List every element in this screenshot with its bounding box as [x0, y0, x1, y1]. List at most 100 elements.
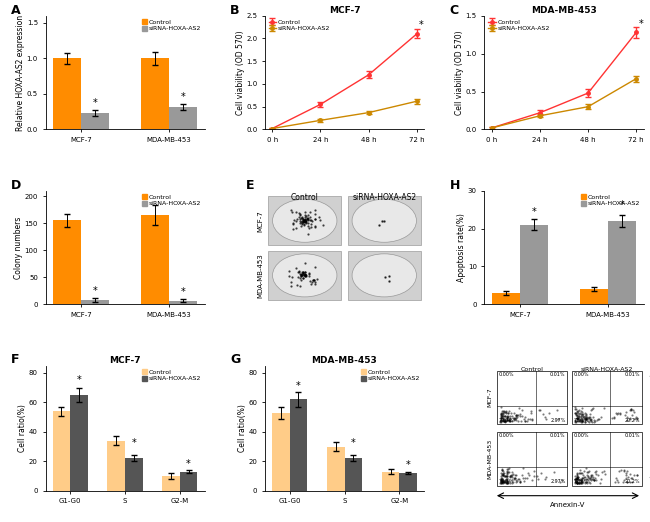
Point [526, 407, 536, 415]
Point [495, 479, 506, 487]
Bar [272, 412, 290, 491]
Text: siRNA-HOXA-AS2: siRNA-HOXA-AS2 [352, 193, 416, 202]
Point [576, 479, 586, 487]
Point [527, 415, 538, 423]
Point [522, 474, 532, 482]
Point [571, 418, 582, 426]
Point [575, 416, 585, 424]
Point [577, 417, 588, 425]
Point [572, 469, 582, 477]
Point [513, 475, 523, 483]
Point [504, 479, 515, 487]
Point [584, 474, 594, 482]
Point [575, 476, 586, 484]
Point [518, 473, 528, 482]
Point [573, 413, 583, 422]
Point [497, 409, 508, 417]
Point [573, 415, 584, 423]
Point [627, 406, 638, 414]
Ellipse shape [272, 199, 337, 242]
Point [552, 406, 562, 414]
Point [502, 471, 512, 480]
Point [529, 467, 539, 475]
Point [504, 417, 515, 425]
Point [502, 416, 512, 424]
Point [497, 409, 507, 418]
Text: *: * [93, 286, 98, 296]
Point [511, 414, 521, 423]
Bar [180, 471, 198, 491]
Point [500, 472, 511, 480]
Point [497, 416, 507, 424]
Bar [81, 300, 109, 304]
Point [495, 418, 506, 426]
Point [577, 474, 587, 482]
Point [612, 409, 623, 417]
Point [572, 411, 582, 419]
Bar [53, 58, 81, 129]
Point [583, 476, 593, 484]
Point [505, 472, 515, 480]
Point [577, 469, 587, 477]
Point [625, 414, 635, 423]
Point [502, 476, 512, 484]
Point [575, 478, 586, 486]
Text: *: * [406, 460, 410, 470]
Point [591, 470, 601, 478]
Point [502, 478, 513, 487]
Point [583, 471, 593, 480]
Point [574, 469, 584, 478]
Point [622, 478, 632, 486]
Point [509, 413, 519, 422]
Point [515, 478, 525, 486]
Point [515, 411, 525, 420]
FancyBboxPatch shape [572, 371, 642, 424]
Point [523, 469, 534, 477]
Point [508, 470, 518, 478]
Point [497, 407, 508, 416]
Point [495, 476, 506, 484]
Point [574, 411, 584, 420]
Text: 0.00%: 0.00% [573, 372, 589, 377]
Point [621, 408, 631, 417]
Text: Control: Control [291, 193, 318, 202]
Point [580, 409, 591, 417]
Point [572, 470, 582, 478]
Point [612, 410, 622, 418]
Bar [491, 293, 520, 304]
Point [502, 413, 513, 421]
Point [588, 472, 599, 481]
Text: 71.1%: 71.1% [573, 418, 589, 423]
Point [504, 417, 515, 425]
Point [570, 475, 580, 483]
Point [502, 477, 513, 485]
Point [609, 413, 619, 421]
Point [570, 478, 580, 486]
Point [510, 474, 521, 482]
Bar [81, 113, 109, 129]
Point [584, 475, 595, 483]
Legend: Control, siRNA-HOXA-AS2: Control, siRNA-HOXA-AS2 [580, 194, 640, 207]
Point [504, 417, 514, 425]
Point [577, 411, 587, 419]
Point [517, 471, 527, 479]
Point [507, 476, 517, 484]
Bar [125, 458, 142, 491]
Point [589, 476, 599, 484]
Point [585, 415, 595, 423]
Point [502, 412, 513, 421]
Point [580, 414, 591, 423]
Point [580, 415, 590, 423]
Bar [608, 221, 636, 304]
Point [575, 466, 586, 474]
Point [573, 414, 583, 423]
Point [625, 406, 635, 414]
Point [519, 477, 529, 485]
Point [629, 470, 639, 479]
Point [497, 475, 508, 483]
Point [570, 405, 580, 413]
Point [580, 414, 591, 422]
Point [578, 471, 588, 479]
Point [572, 477, 582, 485]
Point [592, 416, 602, 424]
